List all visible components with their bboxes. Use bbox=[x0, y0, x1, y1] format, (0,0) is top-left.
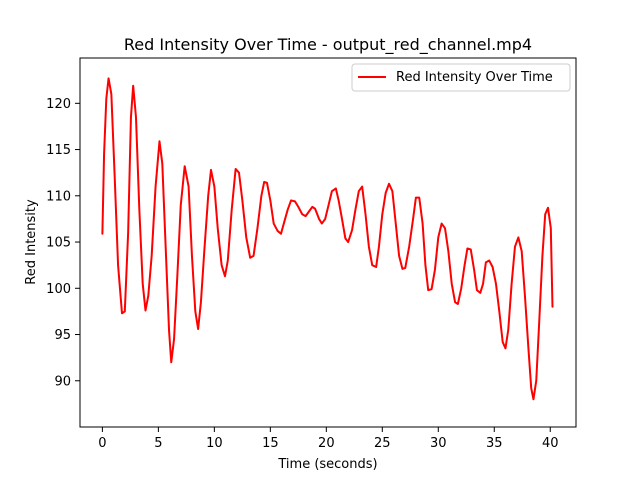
x-axis-ticks: 0 5 10 15 20 25 30 35 40 bbox=[98, 427, 559, 451]
x-axis-label: Time (seconds) bbox=[277, 457, 377, 472]
y-axis-ticks: 90 95 100 105 110 115 120 bbox=[46, 97, 80, 389]
x-tick-label: 40 bbox=[542, 436, 559, 451]
x-tick-label: 10 bbox=[206, 436, 223, 451]
x-tick-label: 25 bbox=[374, 436, 391, 451]
series-line-red-intensity bbox=[101, 77, 554, 401]
x-tick-label: 35 bbox=[486, 436, 503, 451]
y-tick-label: 115 bbox=[46, 143, 71, 158]
y-tick-label: 105 bbox=[46, 236, 71, 251]
series-layer bbox=[101, 77, 554, 401]
y-tick-label: 95 bbox=[54, 328, 71, 343]
y-tick-label: 110 bbox=[46, 189, 71, 204]
plot-area bbox=[80, 58, 576, 427]
legend: Red Intensity Over Time bbox=[351, 63, 571, 92]
x-tick-label: 30 bbox=[430, 436, 447, 451]
plot-frame bbox=[79, 57, 577, 428]
x-tick-label: 0 bbox=[98, 436, 106, 451]
y-tick-label: 90 bbox=[54, 374, 71, 389]
chart-title: Red Intensity Over Time - output_red_cha… bbox=[124, 35, 532, 55]
x-tick-label: 5 bbox=[154, 436, 162, 451]
y-tick-label: 100 bbox=[46, 282, 71, 297]
y-axis-label: Red Intensity bbox=[24, 199, 39, 285]
x-tick-label: 15 bbox=[262, 436, 279, 451]
x-tick-label: 20 bbox=[318, 436, 335, 451]
y-tick-label: 120 bbox=[46, 97, 71, 112]
legend-box bbox=[351, 63, 571, 92]
legend-entry-label: Red Intensity Over Time bbox=[396, 70, 553, 85]
